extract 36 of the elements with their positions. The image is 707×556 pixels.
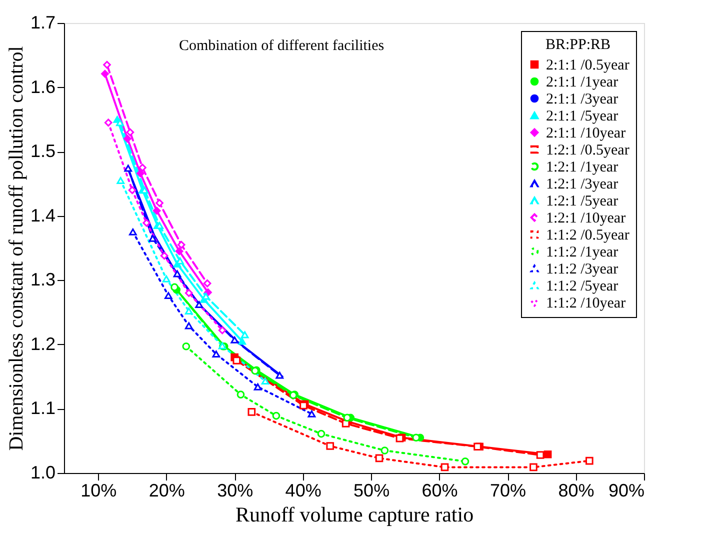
x-tick-label: 70%: [490, 480, 526, 500]
legend-label: 2:1:1 /3year: [546, 92, 618, 108]
legend-label: 2:1:1 /1year: [546, 74, 618, 90]
x-tick-label: 20%: [148, 480, 185, 500]
legend-title: BR:PP:RB: [545, 37, 611, 53]
y-tick-label: 1.2: [30, 334, 56, 354]
legend-label: 1:1:2 /1year: [546, 244, 618, 260]
x-axis-title: Runoff volume capture ratio: [235, 502, 474, 526]
legend-label: 2:1:1 /5year: [546, 108, 618, 124]
legend-label: 1:2:1 /10year: [546, 210, 626, 226]
x-tick-label: 80%: [558, 480, 594, 500]
x-tick-label: 30%: [217, 480, 254, 500]
x-tick-label: 50%: [354, 480, 390, 500]
annotation: Combination of different facilities: [179, 38, 384, 54]
y-tick-label: 1.7: [30, 12, 56, 32]
y-tick-label: 1.5: [30, 141, 56, 162]
legend-label: 2:1:1 /10year: [546, 126, 626, 142]
legend-label: 1:1:2 /10year: [546, 296, 626, 312]
x-tick-label: 40%: [285, 480, 322, 500]
x-tick-label: 60%: [422, 480, 458, 500]
y-axis-title: Dimensionless constant of runoff pollution control: [5, 46, 28, 451]
y-tick-label: 1.3: [30, 270, 56, 290]
y-tick-label: 1.1: [30, 398, 56, 418]
legend-label: 2:1:1 /0.5year: [546, 58, 630, 74]
legend-label: 1:1:2 /3year: [546, 262, 618, 278]
x-tick-label: 10%: [80, 480, 117, 500]
y-tick-label: 1.4: [30, 205, 56, 226]
legend-label: 1:2:1 /0.5year: [546, 142, 630, 158]
x-tick-label: 90%: [608, 480, 644, 500]
y-tick-label: 1.6: [30, 76, 56, 97]
legend-label: 1:1:2 /5year: [546, 278, 618, 294]
legend-label: 1:2:1 /5year: [546, 194, 618, 210]
legend-label: 1:2:1 /1year: [546, 160, 618, 176]
legend-label: 1:1:2 /0.5year: [546, 228, 630, 244]
legend-label: 1:2:1 /3year: [546, 176, 618, 192]
y-tick-label: 1.0: [30, 462, 56, 482]
